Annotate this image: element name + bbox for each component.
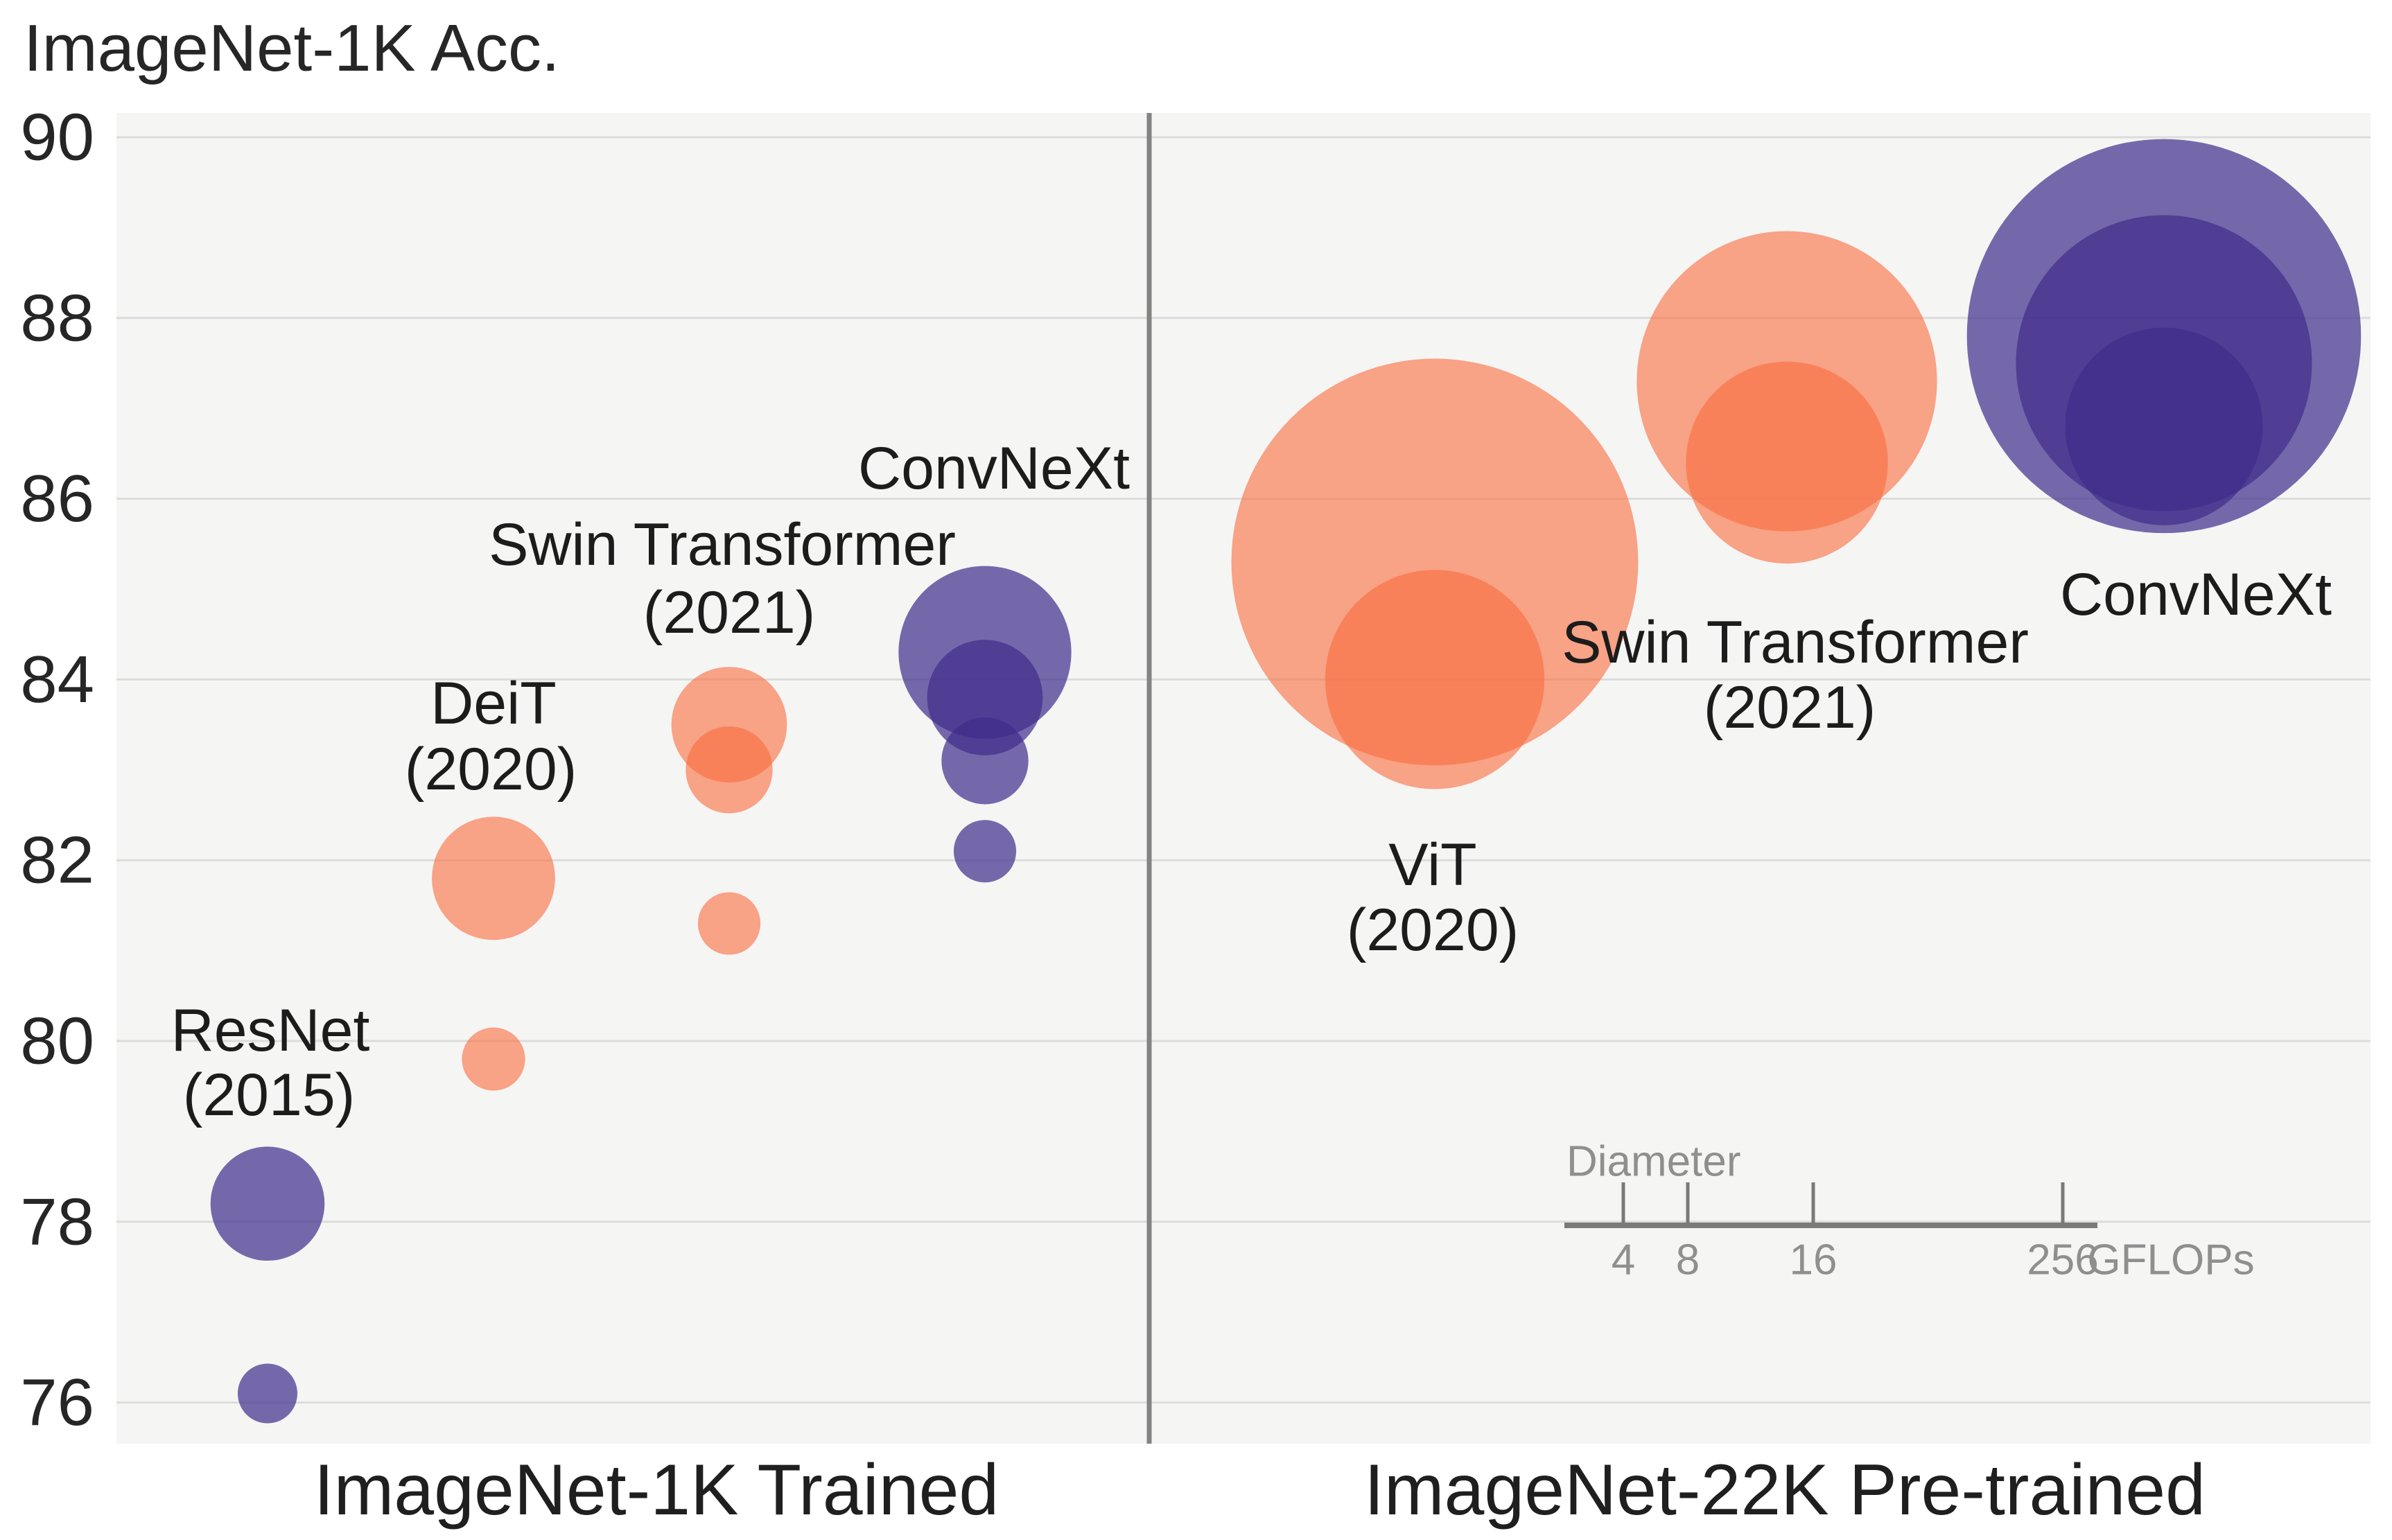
bubble-swin-transformer (1686, 361, 1888, 564)
legend-tick-label: 16 (1790, 1236, 1837, 1284)
panel-label-imagenet-1k-trained: ImageNet-1K Trained (314, 1450, 999, 1530)
bubble-convnext (927, 640, 1043, 755)
panel-label-imagenet-22k-pretrained: ImageNet-22K Pre-trained (1364, 1450, 2206, 1530)
series-label: Swin Transformer (1562, 609, 2029, 676)
bubble-deit (462, 1027, 525, 1091)
legend-tick-label: 256 (2027, 1236, 2098, 1284)
series-label: ConvNeXt (2060, 561, 2332, 628)
bubble-convnext (953, 820, 1017, 883)
series-label: (2021) (643, 579, 816, 646)
series-label: (2020) (405, 736, 577, 803)
bubble-resnet (210, 1146, 325, 1261)
y-tick-label: 86 (20, 462, 94, 536)
y-tick-label: 88 (20, 281, 94, 355)
y-tick-label: 82 (20, 823, 94, 898)
bubble-resnet (237, 1363, 298, 1424)
chart-title: ImageNet-1K Acc. (24, 11, 560, 85)
chart-generated-layer: 9088868482807876ResNet(2015)DeiT(2020)Sw… (20, 100, 2371, 1444)
bubble-convnext (2065, 327, 2263, 525)
y-tick-label: 84 (20, 642, 94, 717)
series-label: (2015) (183, 1062, 356, 1128)
y-tick-label: 80 (20, 1004, 94, 1078)
bubble-deit (432, 816, 555, 940)
bubble-vit (1325, 570, 1545, 789)
series-label: DeiT (430, 670, 557, 737)
y-tick-label: 78 (20, 1184, 94, 1259)
series-label: ViT (1388, 832, 1476, 898)
legend-unit-label: GFLOPs (2087, 1236, 2254, 1284)
series-label: ResNet (171, 997, 370, 1064)
legend-title: Diameter (1566, 1138, 1741, 1186)
legend-tick-label: 8 (1676, 1236, 1700, 1284)
y-tick-label: 90 (20, 100, 94, 175)
bubble-swin-transformer (697, 892, 761, 955)
series-label: (2021) (1704, 674, 1876, 741)
bubble-swin-transformer (686, 726, 773, 814)
series-label: ConvNeXt (858, 435, 1130, 502)
y-tick-label: 76 (20, 1365, 94, 1440)
series-label: Swin Transformer (489, 511, 956, 578)
bubble-convnext (941, 717, 1029, 805)
legend-tick-label: 4 (1612, 1236, 1635, 1284)
series-label: (2020) (1347, 897, 1519, 963)
